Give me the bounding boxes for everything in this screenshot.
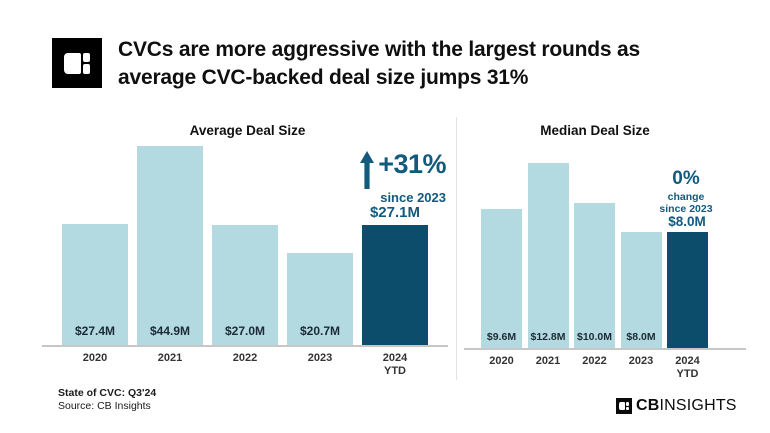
- axis-year-label: 2023: [307, 352, 333, 364]
- median-change-annotation: 0% change since 2023: [641, 169, 731, 215]
- bar-value-label: $9.6M: [486, 331, 517, 343]
- page-title: CVCs are more aggressive with the larges…: [118, 36, 738, 91]
- median-change-sub: change since 2023: [641, 191, 731, 215]
- cb-insights-logo-small-icon: [616, 398, 632, 414]
- median-chart-year-labels: 2020 2021 2022 2023 2024 YTD: [481, 355, 709, 385]
- footnote-report: State of CVC: Q3'24: [58, 387, 157, 399]
- footnote-source: Source: CB Insights: [58, 400, 151, 412]
- cb-insights-logo-icon: [52, 38, 102, 88]
- average-chart-axis: [42, 345, 448, 347]
- axis-year-label: 2023: [628, 355, 654, 367]
- bar-average-2020: $27.4M: [62, 224, 128, 345]
- average-2024-value-label: $27.1M: [369, 204, 421, 221]
- bar-average-2024-ytd: [362, 225, 428, 345]
- bar-value-label: $20.7M: [299, 324, 341, 338]
- bar-value-label: $8.0M: [626, 331, 656, 343]
- cb-insights-brand-text: CBINSIGHTS: [636, 397, 737, 415]
- average-chart-year-labels: 2020 2021 2022 2023 2024 YTD: [62, 352, 429, 382]
- axis-year-label: 2024 YTD: [382, 352, 408, 377]
- bar-median-2021: $12.8M: [527, 163, 569, 348]
- average-change-sub: since 2023: [380, 190, 446, 205]
- median-change-sub-line2: since 2023: [659, 202, 713, 215]
- axis-year-label: 2021: [535, 355, 561, 367]
- average-chart-bars: $27.4M $44.9M $27.0M $20.7M: [62, 146, 429, 345]
- median-2024-value-label: $8.0M: [668, 214, 706, 229]
- median-chart-axis: [464, 348, 746, 350]
- up-arrow-icon: [360, 151, 375, 189]
- axis-year-label: 2022: [232, 352, 258, 364]
- page-title-line1: CVCs are more aggressive with the larges…: [118, 38, 640, 61]
- average-chart-title: Average Deal Size: [189, 123, 306, 138]
- axis-year-label: 2024 YTD: [675, 355, 700, 380]
- cb-insights-window-mark-icon: [619, 402, 629, 410]
- axis-year-label: 2021: [157, 352, 183, 364]
- median-change-sub-line1: change: [667, 191, 705, 203]
- chart-divider: [456, 117, 457, 380]
- cb-insights-wordmark: CBINSIGHTS: [616, 397, 737, 415]
- median-chart-title: Median Deal Size: [540, 123, 650, 138]
- brand-insights: INSIGHTS: [659, 397, 737, 414]
- median-change-pct: 0%: [672, 168, 700, 189]
- bar-median-2022: $10.0M: [574, 203, 615, 348]
- footnote: State of CVC: Q3'24 Source: CB Insights: [58, 387, 156, 413]
- axis-year-label: 2020: [82, 352, 108, 364]
- bar-median-2020: $9.6M: [481, 209, 522, 348]
- bar-median-2024-ytd: [667, 232, 708, 348]
- bar-value-label: $44.9M: [149, 324, 191, 338]
- average-change-pct: +31%: [378, 149, 446, 179]
- bar-value-label: $10.0M: [576, 331, 613, 343]
- bar-average-2022: $27.0M: [212, 225, 278, 345]
- average-change-annotation: +31% since 2023: [330, 151, 446, 205]
- cb-insights-window-mark-icon: [64, 52, 90, 74]
- bar-average-2021: $44.9M: [137, 146, 203, 345]
- bar-average-2023: $20.7M: [287, 253, 353, 345]
- median-chart-bars: $9.6M $12.8M $10.0M $8.0M: [481, 163, 709, 348]
- axis-year-label: 2020: [489, 355, 514, 367]
- bar-value-label: $12.8M: [530, 331, 566, 343]
- bar-value-label: $27.0M: [224, 324, 266, 338]
- page-title-line2: average CVC-backed deal size jumps 31%: [118, 65, 529, 89]
- bar-median-2023: $8.0M: [620, 232, 662, 348]
- bar-value-label: $27.4M: [74, 324, 116, 338]
- axis-year-label: 2022: [582, 355, 607, 367]
- brand-cb: CB: [636, 397, 660, 414]
